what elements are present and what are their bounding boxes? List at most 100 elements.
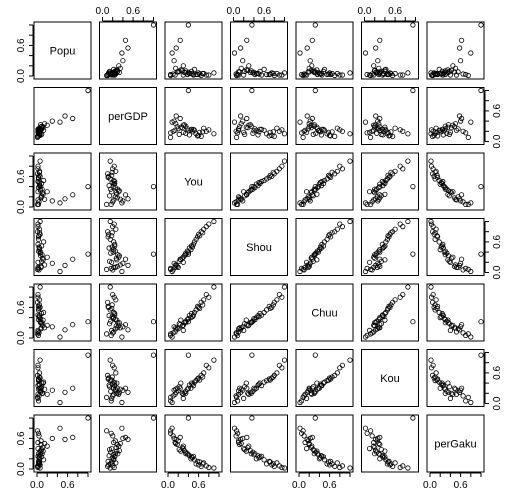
data-point (386, 133, 392, 139)
y-tick-label: 0.6 (16, 169, 27, 183)
data-point (252, 126, 258, 132)
data-point (452, 121, 459, 127)
data-point (271, 463, 277, 469)
panel-pergaku-pergdp (99, 414, 157, 473)
data-point (382, 243, 388, 249)
data-point (234, 428, 240, 434)
data-point (298, 130, 305, 136)
data-point (309, 434, 315, 440)
panel-frame (164, 87, 223, 145)
data-point (116, 447, 122, 454)
data-point (249, 87, 255, 94)
data-point (106, 453, 112, 459)
data-point (388, 302, 394, 308)
data-point (270, 302, 276, 308)
data-point (410, 319, 416, 325)
data-point (270, 129, 276, 135)
panel-frame (33, 152, 92, 211)
data-point (314, 386, 320, 392)
data-point (465, 394, 471, 400)
data-point (371, 127, 377, 133)
data-point (274, 297, 280, 303)
data-point (34, 266, 41, 272)
data-point (177, 256, 183, 262)
data-point (270, 461, 276, 467)
data-point (326, 173, 333, 179)
data-point (337, 72, 343, 78)
panel-kou-chuu (295, 349, 354, 407)
data-point (107, 446, 113, 453)
panel-you-kou (361, 152, 419, 211)
data-point (247, 122, 253, 128)
data-point (49, 118, 55, 124)
data-point (453, 127, 460, 133)
data-point (111, 177, 117, 184)
data-point (397, 464, 403, 471)
data-point (173, 436, 179, 442)
data-point (197, 305, 203, 311)
data-point (35, 327, 41, 333)
data-point (376, 71, 382, 78)
data-point (201, 226, 207, 232)
data-point (231, 119, 238, 125)
data-point (191, 379, 198, 385)
data-point (339, 166, 345, 172)
data-point (49, 435, 55, 441)
panel-pergdp-kou (361, 87, 419, 145)
data-point (439, 180, 445, 187)
data-point (382, 180, 388, 187)
data-point (362, 334, 369, 340)
panel-chuu-kou (361, 283, 419, 342)
data-point (119, 200, 125, 206)
data-point (329, 461, 335, 467)
data-point (38, 380, 45, 386)
data-point (267, 172, 273, 178)
data-point (172, 127, 178, 133)
panel-chuu-popu (33, 283, 92, 342)
data-point (451, 385, 458, 391)
x-tick-label: 0.0 (30, 480, 44, 491)
data-point (400, 224, 406, 230)
data-point (445, 67, 451, 73)
data-point (444, 186, 450, 192)
data-point (116, 63, 122, 69)
data-point (125, 45, 131, 51)
data-point (184, 386, 190, 392)
data-point (41, 440, 48, 447)
data-point (373, 122, 379, 128)
data-point (249, 415, 255, 421)
data-point (172, 329, 178, 335)
variable-label: Popu (50, 46, 76, 58)
data-point (191, 457, 198, 463)
data-point (185, 352, 191, 358)
panel-pergdp-shou (230, 87, 288, 145)
data-point (468, 50, 474, 56)
data-point (108, 318, 114, 324)
data-point (197, 233, 203, 239)
data-point (200, 302, 206, 308)
data-point (372, 444, 378, 451)
data-point (36, 169, 43, 175)
data-point (377, 325, 383, 331)
data-point (463, 201, 469, 207)
data-point (168, 430, 174, 436)
data-point (111, 247, 117, 253)
data-point (244, 434, 250, 440)
data-point (428, 284, 434, 290)
panel-shou-popu (33, 218, 92, 276)
data-point (35, 291, 41, 298)
variable-label: Shou (246, 242, 272, 254)
data-point (366, 445, 373, 452)
data-point (185, 415, 191, 421)
data-point (452, 386, 459, 392)
data-point (314, 71, 320, 78)
data-point (234, 72, 240, 79)
panel-frame (361, 349, 419, 407)
data-point (297, 425, 303, 431)
data-point (62, 262, 68, 268)
data-point (478, 352, 484, 358)
data-point (392, 297, 398, 303)
data-point (432, 70, 438, 77)
data-point (57, 425, 63, 431)
data-point (436, 309, 442, 316)
